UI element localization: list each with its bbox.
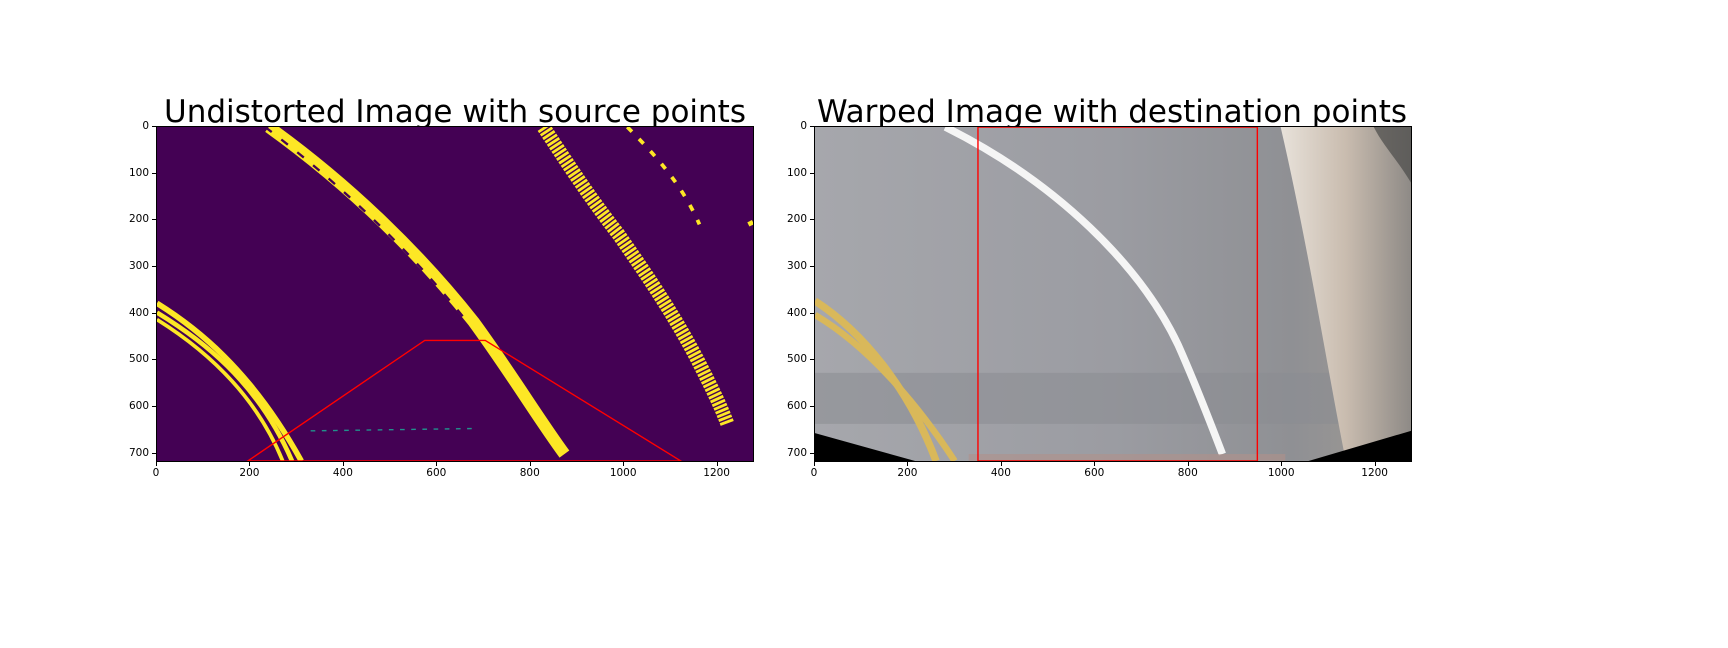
y-tick-label: 200 [128,213,149,226]
center-lane-mark [265,127,570,458]
x-tick-label: 1000 [609,467,637,479]
left-panel-title: Undistorted Image with source points [164,94,746,130]
x-tick-mark [716,462,718,466]
y-tick-label: 100 [128,166,149,179]
y-tick-mark [810,406,814,407]
y-tick-mark [152,452,156,454]
x-tick-mark [1000,462,1002,466]
warped-road-image [815,127,1411,461]
hood-strip [968,454,1286,461]
y-tick-label: 200 [786,213,807,226]
y-tick-mark [810,452,814,454]
y-tick-label: 500 [128,353,149,366]
y-tick-label: 700 [128,446,149,459]
y-tick-label: 700 [786,446,807,459]
x-tick-mark [342,462,344,466]
black-corner-right [1308,430,1411,461]
y-tick-label: 500 [786,353,807,366]
x-tick-label: 600 [426,467,447,479]
x-tick-label: 400 [332,467,353,479]
y-tick-label: 300 [786,260,807,272]
y-tick-mark [810,219,814,221]
binary-lane-image [157,127,753,461]
y-tick-mark [810,126,814,127]
x-tick-label: 400 [990,467,1011,479]
x-tick-label: 1200 [703,467,730,479]
x-tick-mark [1094,462,1096,466]
x-tick-label: 0 [152,467,160,479]
x-tick-label: 0 [810,467,818,479]
y-tick-label: 400 [128,306,149,319]
x-tick-mark [623,462,625,466]
right-axes [814,126,1412,462]
y-tick-label: 400 [786,306,807,319]
x-tick-mark [1374,462,1376,466]
left-lane-mark [157,317,285,461]
x-tick-label: 800 [519,467,540,479]
y-tick-label: 600 [786,400,807,412]
right-lane-mark [537,127,734,427]
yellow-lane-line [815,312,958,461]
left-lane-mark [157,300,304,461]
x-tick-label: 1200 [1361,467,1388,479]
source-points-polygon [246,339,683,461]
y-tick-mark [810,359,814,361]
y-tick-mark [810,312,814,314]
yellow-lane-line [815,297,940,461]
x-tick-mark [436,462,438,466]
x-tick-label: 600 [1084,467,1105,479]
left-axes [156,126,754,462]
right-shoulder-shadow [1373,127,1411,183]
right-panel-title: Warped Image with destination points [816,94,1408,130]
speckle-noise [310,427,474,432]
y-tick-mark [152,266,156,267]
y-tick-label: 600 [128,400,149,412]
y-tick-mark [152,219,156,221]
x-tick-mark [249,462,251,466]
destination-points-polygon [977,127,1259,461]
x-tick-label: 800 [1177,467,1198,479]
x-tick-mark [1281,462,1283,466]
y-tick-label: 0 [800,120,807,132]
y-tick-mark [152,312,156,314]
right-lane-mark [747,220,753,227]
x-tick-label: 1000 [1267,467,1295,479]
y-tick-mark [152,172,156,174]
y-tick-mark [152,406,156,407]
y-tick-mark [152,359,156,361]
y-tick-label: 100 [786,166,807,179]
y-tick-label: 300 [128,260,149,272]
left-lane-mark [157,310,295,461]
y-tick-mark [810,172,814,174]
x-tick-mark [529,462,531,466]
white-lane-line [943,127,1226,456]
center-lane-mark [264,127,470,325]
y-tick-mark [152,126,156,127]
y-tick-label: 0 [142,120,149,132]
x-tick-label: 200 [897,467,918,479]
x-tick-mark [1187,462,1189,466]
y-tick-mark [810,266,814,267]
x-tick-mark [907,462,909,466]
right-shoulder [1280,127,1411,461]
x-tick-mark [814,462,815,466]
x-tick-mark [156,462,157,466]
x-tick-label: 200 [239,467,260,479]
